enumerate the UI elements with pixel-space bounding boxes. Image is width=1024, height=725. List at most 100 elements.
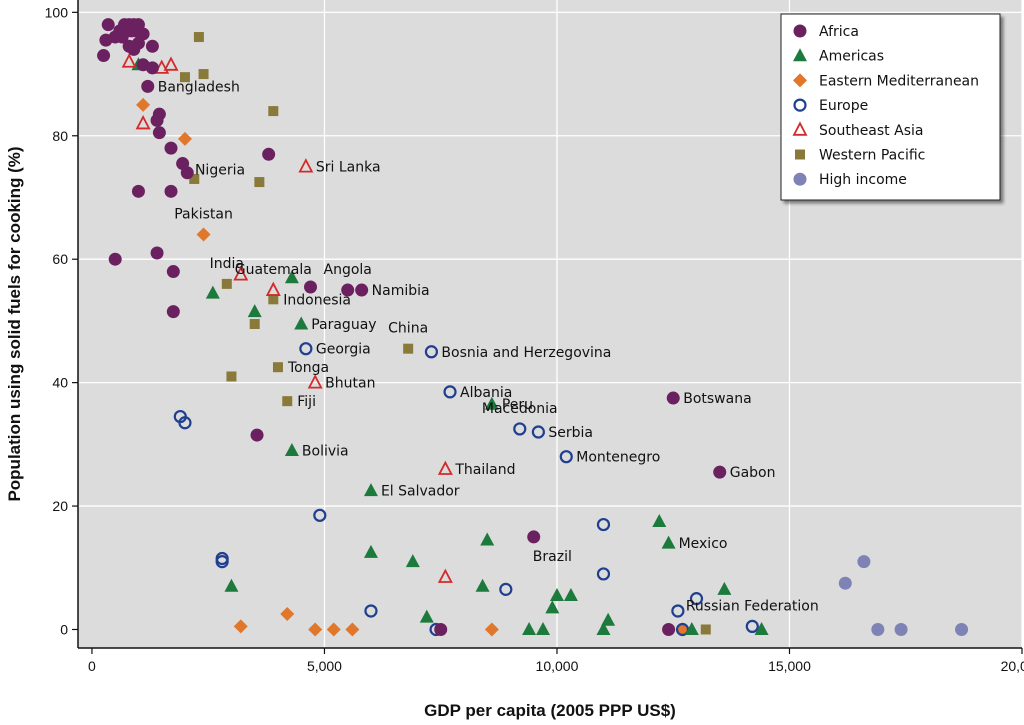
x-axis-title: GDP per capita (2005 PPP US$) bbox=[424, 701, 676, 720]
point-label: El Salvador bbox=[381, 484, 460, 500]
point-western-pacific bbox=[272, 362, 283, 373]
point-africa bbox=[164, 184, 178, 198]
y-tick-label: 40 bbox=[52, 375, 68, 391]
point-americas bbox=[717, 581, 732, 595]
point-high-income bbox=[857, 555, 871, 569]
point-label: Sri Lanka bbox=[316, 160, 381, 176]
point-africa bbox=[150, 113, 164, 127]
point-africa bbox=[108, 252, 122, 266]
point-americas bbox=[419, 609, 434, 623]
point-africa bbox=[355, 283, 369, 297]
point-americas bbox=[205, 285, 220, 299]
point-eastern-mediterranean bbox=[484, 622, 499, 637]
point-americas bbox=[684, 621, 699, 635]
point-western-pacific bbox=[254, 177, 265, 188]
point-southeast-asia bbox=[265, 281, 281, 296]
point-europe bbox=[596, 567, 611, 581]
point-eastern-mediterranean bbox=[280, 607, 295, 622]
point-africa bbox=[527, 530, 541, 544]
point-europe bbox=[671, 604, 685, 618]
point-europe bbox=[559, 450, 573, 464]
point-americas bbox=[563, 588, 578, 602]
point-africa bbox=[666, 391, 680, 405]
point-label: Peru bbox=[502, 397, 533, 413]
y-tick-label: 20 bbox=[52, 498, 68, 514]
y-tick-label: 60 bbox=[52, 251, 68, 267]
point-southeast-asia bbox=[163, 56, 179, 71]
point-western-pacific bbox=[226, 371, 237, 382]
point-southeast-asia bbox=[298, 158, 314, 173]
point-europe bbox=[531, 425, 545, 439]
point-americas bbox=[545, 600, 560, 614]
legend-marker-southeast-asia bbox=[792, 121, 808, 136]
point-africa bbox=[166, 265, 180, 279]
point-label: Pakistan bbox=[174, 207, 233, 223]
point-africa bbox=[99, 33, 113, 47]
point-europe bbox=[178, 416, 192, 430]
point-europe bbox=[513, 422, 527, 436]
point-africa bbox=[262, 147, 276, 161]
point-americas bbox=[475, 578, 490, 592]
point-americas bbox=[294, 316, 309, 330]
point-western-pacific bbox=[198, 69, 209, 80]
point-americas bbox=[247, 304, 262, 318]
point-label: Bolivia bbox=[302, 444, 349, 460]
point-africa bbox=[101, 18, 115, 32]
x-tick-label: 15,000 bbox=[768, 658, 811, 674]
point-americas bbox=[601, 612, 616, 626]
point-high-income bbox=[838, 576, 852, 590]
point-americas bbox=[405, 554, 420, 568]
point-europe bbox=[364, 604, 378, 618]
point-western-pacific bbox=[193, 32, 204, 43]
point-label: Brazil bbox=[533, 549, 572, 565]
point-label: Namibia bbox=[372, 283, 430, 299]
legend-marker-europe bbox=[793, 98, 807, 112]
point-africa bbox=[250, 428, 264, 442]
point-africa bbox=[304, 280, 318, 294]
point-southeast-asia bbox=[233, 266, 249, 281]
point-high-income bbox=[894, 622, 908, 636]
point-western-pacific bbox=[282, 396, 293, 407]
point-europe bbox=[596, 517, 611, 532]
point-label: Bangladesh bbox=[158, 79, 240, 95]
point-label: Guatemala bbox=[235, 262, 312, 278]
point-southeast-asia bbox=[307, 374, 323, 389]
point-americas bbox=[754, 621, 769, 635]
point-label: Mexico bbox=[679, 536, 728, 552]
point-southeast-asia bbox=[437, 460, 453, 475]
point-label: Tonga bbox=[287, 360, 329, 376]
point-eastern-mediterranean bbox=[196, 227, 211, 242]
point-americas bbox=[224, 578, 239, 592]
legend-marker-africa bbox=[793, 24, 807, 38]
point-western-pacific bbox=[221, 278, 232, 289]
point-eastern-mediterranean bbox=[308, 622, 323, 637]
point-label: Albania bbox=[460, 385, 512, 401]
point-africa bbox=[141, 79, 155, 93]
point-label: Fiji bbox=[297, 394, 316, 410]
point-europe bbox=[215, 554, 229, 569]
point-europe bbox=[443, 385, 457, 399]
point-western-pacific bbox=[179, 72, 190, 83]
point-africa bbox=[152, 126, 166, 140]
legend-label: Europe bbox=[819, 98, 868, 114]
point-label: China bbox=[388, 321, 428, 337]
point-americas bbox=[652, 513, 667, 527]
legend-label: High income bbox=[819, 172, 907, 188]
x-tick-label: 5,000 bbox=[307, 658, 342, 674]
point-eastern-mediterranean bbox=[326, 622, 341, 637]
point-label: Thailand bbox=[454, 462, 515, 478]
point-africa bbox=[131, 184, 145, 198]
y-tick-label: 0 bbox=[60, 621, 68, 637]
point-label: Botswana bbox=[683, 391, 751, 407]
point-americas bbox=[549, 588, 564, 602]
x-tick-label: 20,000 bbox=[1001, 658, 1024, 674]
y-tick-label: 80 bbox=[52, 128, 68, 144]
legend-label: Eastern Mediterranean bbox=[819, 73, 979, 89]
point-western-pacific bbox=[189, 173, 200, 184]
point-label: Paraguay bbox=[311, 317, 376, 333]
point-high-income bbox=[955, 622, 969, 636]
point-label: Bosnia and Herzegovina bbox=[441, 345, 611, 361]
point-eastern-mediterranean bbox=[233, 619, 248, 634]
y-tick-label: 100 bbox=[45, 4, 69, 20]
